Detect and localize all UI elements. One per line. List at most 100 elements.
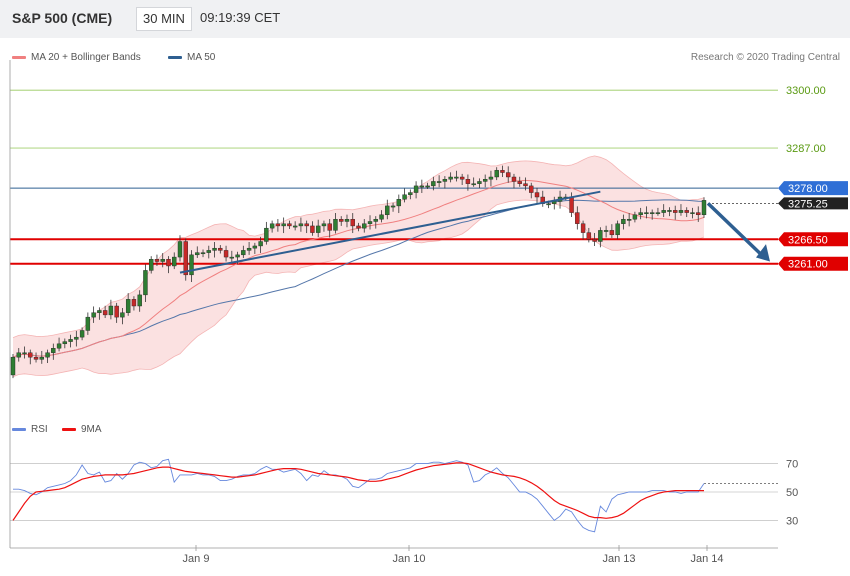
- level-tag-3266.50: 3266.50: [778, 232, 848, 247]
- candle-body: [172, 256, 177, 267]
- candle-body: [511, 176, 517, 182]
- candle-body: [517, 181, 522, 184]
- timeframe-selector[interactable]: 30 MIN: [136, 7, 192, 31]
- rsi-tick-70: 70: [786, 459, 798, 471]
- candle-body: [39, 356, 44, 360]
- candle-body: [678, 210, 684, 213]
- candle-body: [442, 179, 448, 182]
- rsi-series-rsi: [13, 458, 705, 533]
- candle-body: [350, 219, 355, 227]
- candle-body: [649, 212, 655, 214]
- current-price-tag-bg: [778, 197, 848, 210]
- candle-body: [269, 223, 275, 229]
- candle-body: [436, 181, 442, 183]
- candle-body: [575, 212, 580, 224]
- candle-body: [310, 225, 315, 233]
- candle-body: [644, 212, 649, 214]
- candle-body: [506, 172, 511, 178]
- level-tag-3278.00: 3278.00: [778, 181, 848, 196]
- candle-body: [373, 219, 378, 222]
- candle-body: [79, 330, 85, 338]
- level-label-3300.00: 3300.00: [786, 85, 826, 97]
- bollinger-band: [13, 155, 704, 377]
- candle-body: [696, 212, 701, 216]
- candle-body: [258, 241, 263, 247]
- candle-body: [218, 247, 223, 251]
- candle-body: [615, 223, 620, 236]
- candle-body: [143, 270, 148, 296]
- level-tag-bg-3266.50: [778, 232, 848, 247]
- candle-body: [315, 225, 321, 233]
- rsi-legend-label: RSI: [31, 424, 48, 435]
- ma20-legend-label: MA 20 + Bollinger Bands: [31, 52, 141, 63]
- candle-body: [673, 210, 678, 213]
- level-label-3261.00: 3261.00: [788, 259, 828, 271]
- candle-body: [701, 200, 707, 216]
- current-price-label: 3275.25: [788, 198, 828, 210]
- candle-body: [339, 219, 344, 222]
- candle-body: [148, 259, 154, 271]
- level-label-3287.00: 3287.00: [786, 143, 826, 155]
- candle-body: [292, 225, 298, 228]
- candle-body: [68, 339, 73, 342]
- candle-body: [22, 352, 27, 355]
- candle-body: [454, 176, 459, 179]
- candle-body: [321, 223, 327, 227]
- candle-body: [298, 223, 304, 227]
- candle-body: [425, 185, 430, 188]
- candle-body: [529, 185, 534, 193]
- candle-body: [275, 223, 281, 227]
- candle-body: [592, 239, 597, 242]
- candle-body: [569, 196, 574, 213]
- candle-body: [546, 203, 551, 206]
- candle-body: [252, 245, 258, 249]
- candle-body: [603, 230, 609, 232]
- candle-body: [131, 299, 137, 307]
- trendline: [179, 190, 601, 274]
- candle-body: [667, 210, 672, 212]
- candle-body: [154, 259, 160, 262]
- candle-body: [362, 223, 367, 229]
- ma50-legend-label: MA 50: [187, 52, 216, 63]
- candle-body: [580, 223, 586, 233]
- candle-body: [638, 212, 643, 216]
- ma50-line: [12, 199, 705, 358]
- candle-body: [494, 170, 499, 178]
- candle-body: [189, 254, 194, 276]
- candle-body: [396, 199, 402, 207]
- candle-body: [598, 230, 603, 242]
- candle-body: [488, 176, 494, 180]
- candle-body: [264, 227, 269, 242]
- candle-body: [33, 356, 39, 360]
- instrument-title: S&P 500 (CME): [12, 10, 113, 26]
- x-tick-label-Jan-9: Jan 9: [183, 553, 210, 565]
- candle-body: [379, 214, 384, 220]
- projection-arrow-shaft: [706, 202, 764, 257]
- candle-body: [408, 192, 413, 195]
- candle-body: [51, 348, 56, 353]
- candle-body: [385, 205, 390, 216]
- candle-body: [586, 232, 592, 240]
- legend-ma50: MA 50: [168, 52, 215, 63]
- level-label-3278.00: 3278.00: [788, 183, 828, 195]
- level-tag-3300.00: 3300.00: [786, 85, 826, 97]
- x-tick-label-Jan-14: Jan 14: [690, 553, 723, 565]
- candle-body: [212, 247, 217, 251]
- candle-body: [85, 316, 91, 331]
- chart-header: S&P 500 (CME) 30 MIN 09:19:39 CET: [0, 0, 850, 38]
- candle-body: [402, 194, 407, 200]
- projection-arrow-head: [756, 244, 770, 262]
- candle-body: [108, 305, 114, 316]
- candle-body: [632, 214, 638, 220]
- candle-body: [327, 223, 332, 231]
- candle-body: [114, 305, 119, 318]
- candle-body: [62, 341, 68, 345]
- x-tick-label-Jan-13: Jan 13: [602, 553, 635, 565]
- candle-body: [390, 205, 396, 208]
- candle-body: [200, 252, 206, 255]
- candle-body: [281, 223, 286, 227]
- ma9-swatch: [62, 428, 76, 431]
- candle-body: [223, 250, 229, 258]
- candle-body: [609, 230, 615, 236]
